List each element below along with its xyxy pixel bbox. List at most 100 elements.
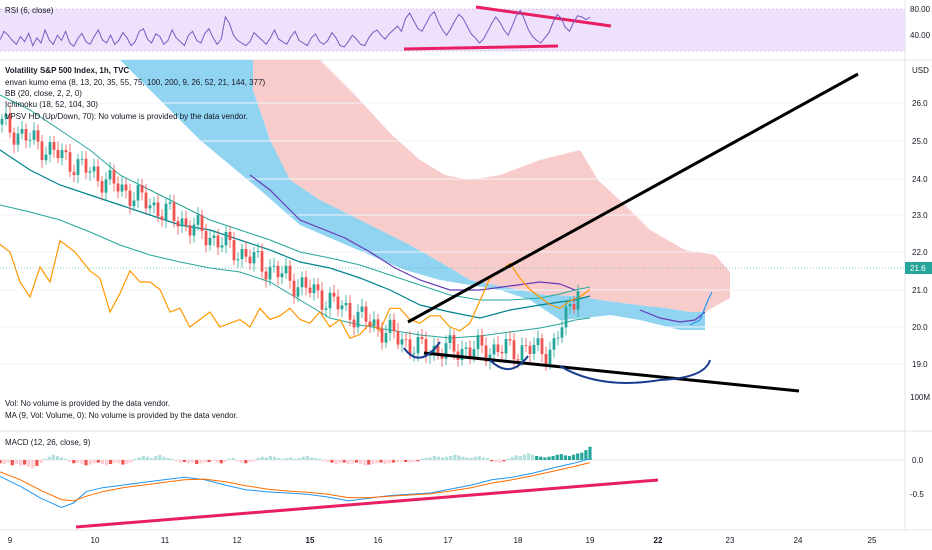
macd-histogram-bar — [117, 460, 121, 464]
candle-body — [520, 345, 524, 361]
macd-histogram-bar — [182, 460, 186, 462]
candle-body — [572, 304, 576, 310]
candle-body — [452, 335, 456, 352]
macd-histogram-bar — [449, 456, 453, 460]
macd-histogram-bar — [420, 458, 424, 460]
candle-body — [448, 335, 452, 343]
candle-body — [260, 251, 264, 272]
macd-histogram-bar — [166, 458, 170, 460]
candle-body — [492, 344, 496, 355]
macd-histogram-bar — [203, 460, 207, 463]
candle-body — [112, 170, 116, 184]
macd-histogram-bar — [424, 458, 428, 460]
macd-histogram-bar — [248, 460, 252, 462]
candle-body — [376, 319, 380, 329]
candle-body — [32, 130, 36, 140]
macd-histogram-bar — [498, 460, 502, 463]
macd-histogram-bar — [191, 460, 195, 463]
macd-histogram-bar — [236, 460, 240, 462]
candle-body — [344, 302, 348, 306]
macd-histogram-bar — [588, 446, 592, 460]
candle-body — [56, 149, 60, 159]
price-tick-25: 25.0 — [912, 137, 928, 146]
macd-histogram-bar — [354, 460, 359, 463]
candle-body — [308, 287, 312, 294]
candle-body — [212, 235, 216, 238]
macd-histogram-bar — [72, 460, 76, 464]
macd-histogram-bar — [47, 456, 51, 460]
price-tick-21: 21.0 — [912, 286, 928, 295]
candle-body — [268, 266, 272, 280]
candle-body — [76, 159, 80, 176]
last-price-tag — [905, 262, 932, 274]
candle-body — [328, 292, 332, 309]
candle-body — [560, 327, 564, 338]
macd-histogram-bar — [223, 460, 227, 462]
macd-histogram-bar — [88, 460, 92, 465]
macd-histogram-bar — [68, 460, 72, 462]
candle-body — [400, 339, 404, 345]
candle-body — [332, 292, 336, 297]
candle-body — [472, 349, 476, 357]
candle-body — [476, 335, 480, 349]
candle-body — [564, 306, 568, 328]
macd-histogram-bar — [277, 458, 281, 460]
macd-histogram-bar — [43, 458, 47, 460]
macd-histogram-bar — [412, 460, 416, 462]
macd-tick-neg05: -0.5 — [910, 490, 924, 499]
macd-histogram-bar — [96, 460, 100, 463]
macd-histogram-bar — [293, 458, 297, 460]
candle-body — [368, 321, 372, 327]
indicator-ema: envan kumo ema (8, 13, 20, 35, 55, 75, 1… — [5, 78, 266, 87]
rsi-tick-40: 40.00 — [910, 31, 931, 40]
candle-body — [168, 202, 172, 204]
candle-body — [292, 280, 296, 297]
macd-histogram-bar — [129, 460, 133, 463]
candle-body — [228, 232, 232, 241]
ichimoku-cloud-bearish — [253, 60, 730, 312]
candle-body — [364, 306, 368, 322]
candle-body — [380, 328, 384, 343]
price-tick-23: 23.0 — [912, 211, 928, 220]
candle-body — [276, 265, 280, 278]
candle-body — [88, 171, 92, 173]
candle-body — [40, 141, 44, 161]
candle-body — [256, 251, 260, 253]
candle-body — [192, 224, 196, 236]
macd-histogram-bar — [256, 458, 260, 460]
candle-body — [156, 202, 160, 217]
macd-histogram-bar — [477, 456, 481, 460]
rsi-tick-80: 80.00 — [910, 5, 931, 14]
macd-histogram-bar — [145, 456, 150, 460]
x-axis-label: 17 — [444, 536, 453, 545]
candle-body — [80, 158, 84, 160]
macd-histogram-bar — [289, 457, 293, 460]
candle-body — [224, 232, 228, 246]
candle-body — [84, 158, 88, 173]
macd-histogram-bar — [436, 456, 440, 460]
macd-histogram-bar — [240, 460, 244, 463]
candle-body — [104, 179, 108, 193]
candle-body — [188, 225, 192, 236]
macd-histogram-bar — [104, 460, 109, 466]
macd-line — [0, 458, 591, 509]
candle-body — [152, 202, 156, 206]
macd-histogram-bar — [510, 456, 514, 460]
macd-histogram-bar — [158, 454, 162, 460]
candle-body — [232, 240, 236, 261]
macd-histogram-bar — [572, 454, 576, 460]
candle-body — [12, 132, 16, 145]
x-axis-label: 22 — [654, 536, 663, 545]
macd-histogram-bar — [326, 460, 330, 462]
black-trendline-lower — [423, 351, 800, 393]
purple-line-right — [639, 309, 706, 323]
candle-body — [496, 344, 500, 352]
macd-histogram-bar — [305, 456, 309, 460]
macd-histogram-bar — [297, 458, 301, 460]
candle-body — [488, 354, 492, 362]
macd-histogram-bar — [547, 456, 551, 460]
candle-body — [140, 185, 144, 193]
candle-body — [0, 118, 4, 125]
candle-body — [552, 338, 556, 350]
